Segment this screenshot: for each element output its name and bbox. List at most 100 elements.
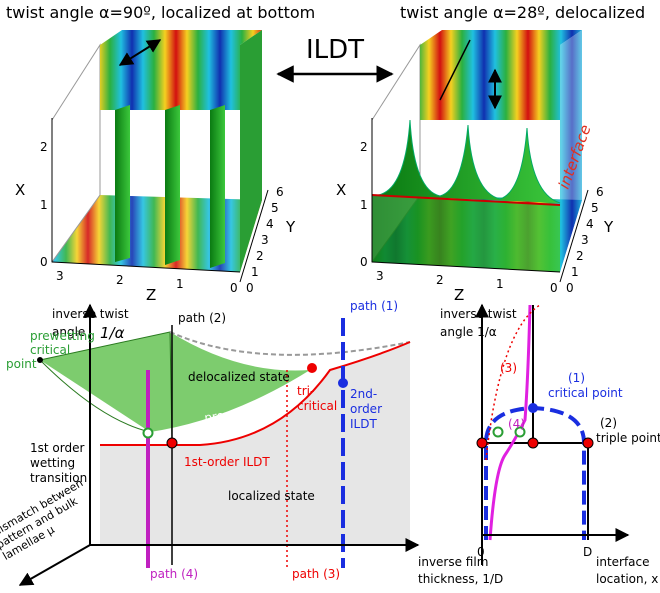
shape xyxy=(514,426,526,438)
label: X xyxy=(15,181,25,199)
shape xyxy=(40,332,310,432)
label: 6 xyxy=(596,185,604,199)
shape xyxy=(100,30,262,45)
shape xyxy=(377,119,561,204)
label: thickness, 1/D xyxy=(418,572,503,586)
label: 0 xyxy=(230,281,238,295)
label: critical point xyxy=(548,386,623,400)
label: delocalized state xyxy=(188,370,290,384)
label: 3 xyxy=(56,269,64,283)
shape xyxy=(485,304,541,461)
label: point xyxy=(6,357,37,371)
label: 3 xyxy=(581,233,589,247)
label: Y xyxy=(285,218,296,236)
label: (3) xyxy=(500,361,517,375)
label: localized state xyxy=(228,489,315,503)
shape xyxy=(52,195,262,272)
label: 2 xyxy=(576,249,584,263)
label: D xyxy=(583,545,592,559)
label: 0 xyxy=(360,255,368,269)
label: 3 xyxy=(261,233,269,247)
label: path (3) xyxy=(292,567,340,581)
label: 1/α xyxy=(100,324,125,342)
shape xyxy=(100,341,411,446)
label: location, x xyxy=(596,572,658,586)
label: 1 xyxy=(251,265,259,279)
label: 1st order xyxy=(30,441,84,455)
shape xyxy=(371,261,561,273)
plot-3d-left xyxy=(51,30,269,283)
label: transition xyxy=(30,471,87,485)
label: angle xyxy=(52,325,85,339)
shape xyxy=(307,363,317,373)
label: prewetting xyxy=(30,329,95,343)
label: inverse twist xyxy=(52,307,129,321)
shape xyxy=(239,189,269,283)
label: 1st-order ILDT xyxy=(184,455,270,469)
label: inverse film xyxy=(418,555,488,569)
label: path (2) xyxy=(178,311,226,325)
plot-3d-right xyxy=(371,30,589,283)
label: 2 xyxy=(360,140,368,154)
label: 1 xyxy=(571,265,579,279)
label: Z xyxy=(454,286,464,304)
shape xyxy=(210,105,225,268)
label: 0 xyxy=(40,255,48,269)
shape xyxy=(100,342,410,545)
label: wetting xyxy=(30,456,75,470)
label: X xyxy=(336,181,346,199)
label: critical xyxy=(30,343,70,357)
shape xyxy=(420,30,582,45)
label: 2nd- xyxy=(350,387,377,401)
label: 2 xyxy=(40,140,48,154)
label: 0 xyxy=(246,281,254,295)
shape xyxy=(51,261,241,273)
label: 2 xyxy=(116,273,124,287)
label: path (4) xyxy=(150,567,198,581)
label: 2 xyxy=(436,273,444,287)
shape xyxy=(439,39,471,101)
label: 6 xyxy=(276,185,284,199)
shape xyxy=(18,544,91,586)
shape xyxy=(240,30,262,272)
shape xyxy=(560,30,582,272)
shape xyxy=(420,45,560,120)
label: 1 xyxy=(360,198,368,212)
shape xyxy=(559,189,589,283)
label: 4 xyxy=(586,217,594,231)
label: angle 1/α xyxy=(440,325,497,339)
label: path (1) xyxy=(350,299,398,313)
shape xyxy=(39,359,151,433)
label: interface xyxy=(596,555,650,569)
label: critical xyxy=(297,399,337,413)
shape xyxy=(371,194,561,206)
shape xyxy=(115,105,130,262)
center-label: ILDT xyxy=(306,35,364,65)
label: (4) xyxy=(508,417,525,431)
label: inverse twist xyxy=(440,307,517,321)
label: (1) xyxy=(568,371,585,385)
label: 5 xyxy=(591,201,599,215)
phase-diagram xyxy=(18,303,420,586)
shape xyxy=(372,195,560,272)
title-left: twist angle α=90º, localized at bottom xyxy=(6,3,315,22)
label: 1 xyxy=(176,277,184,291)
label: 0 xyxy=(477,545,485,559)
label: Z xyxy=(146,286,156,304)
label: Y xyxy=(603,218,614,236)
label: 2 xyxy=(256,249,264,263)
label: (2) xyxy=(600,416,617,430)
label: 5 xyxy=(271,201,279,215)
profile-diagram xyxy=(475,303,630,565)
shape xyxy=(165,105,180,265)
label: 0 xyxy=(550,281,558,295)
shape xyxy=(492,426,504,438)
title-right: twist angle α=28º, delocalized xyxy=(400,3,645,22)
shape xyxy=(582,437,594,449)
label: triple point xyxy=(596,431,660,445)
shape xyxy=(118,39,162,66)
shape xyxy=(476,437,488,449)
label: 1 xyxy=(40,198,48,212)
